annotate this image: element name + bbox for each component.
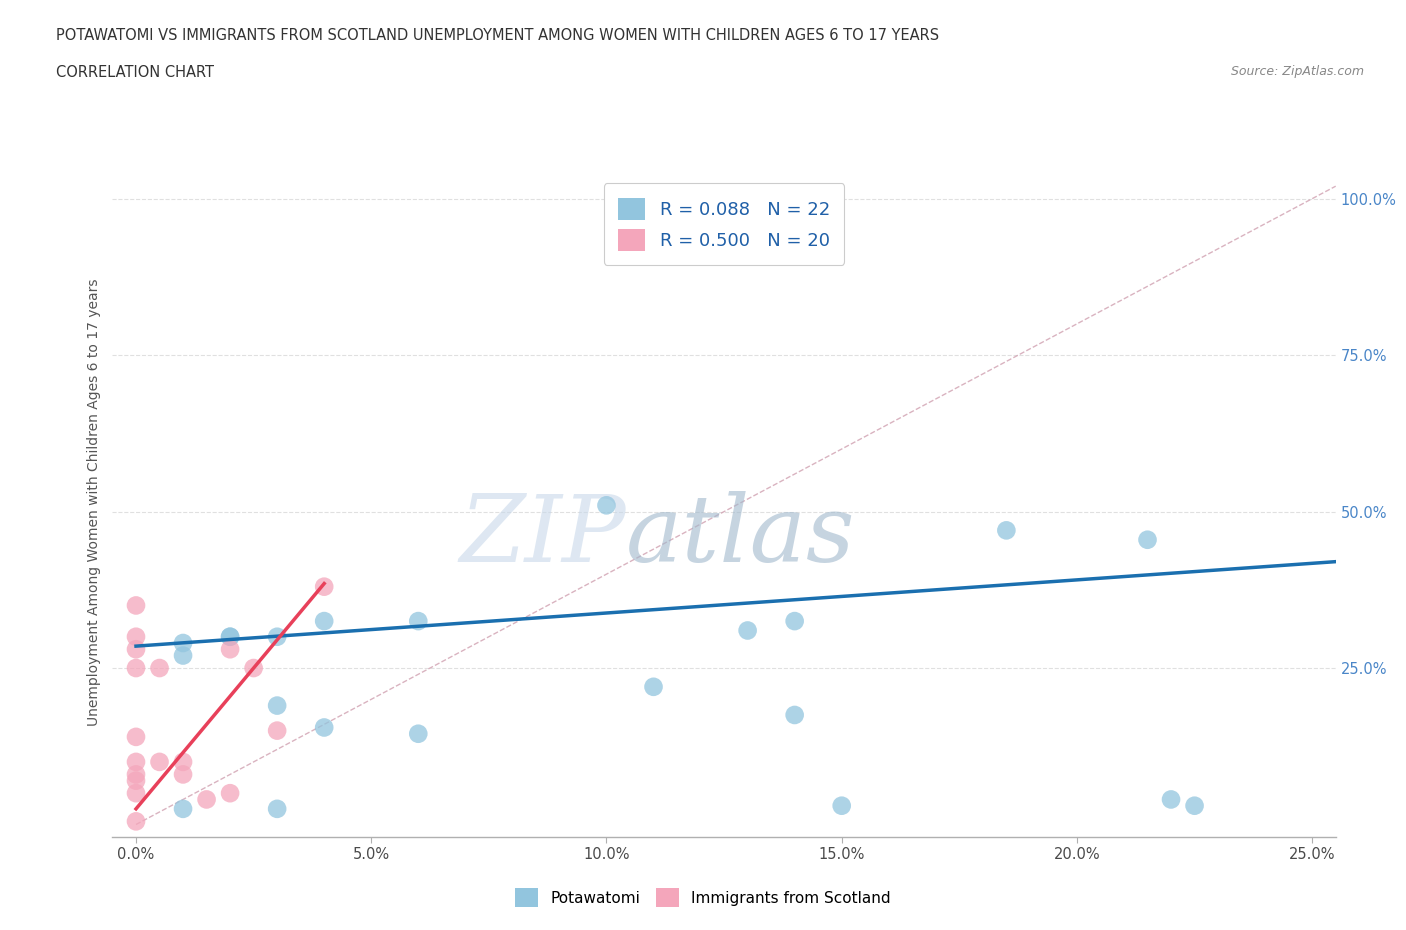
Legend: Potawatomi, Immigrants from Scotland: Potawatomi, Immigrants from Scotland xyxy=(509,883,897,913)
Point xyxy=(783,708,806,723)
Point xyxy=(125,598,148,613)
Point xyxy=(148,660,170,675)
Point xyxy=(1184,798,1206,813)
Point xyxy=(643,680,665,695)
Point xyxy=(125,754,148,769)
Point xyxy=(314,720,336,735)
Point xyxy=(125,814,148,829)
Point xyxy=(125,767,148,782)
Point xyxy=(148,754,170,769)
Text: POTAWATOMI VS IMMIGRANTS FROM SCOTLAND UNEMPLOYMENT AMONG WOMEN WITH CHILDREN AG: POTAWATOMI VS IMMIGRANTS FROM SCOTLAND U… xyxy=(56,28,939,43)
Point xyxy=(314,614,336,629)
Point xyxy=(125,786,148,801)
Point xyxy=(219,642,242,657)
Legend: R = 0.088   N = 22, R = 0.500   N = 20: R = 0.088 N = 22, R = 0.500 N = 20 xyxy=(603,183,845,265)
Point xyxy=(195,792,218,807)
Point xyxy=(242,660,264,675)
Point xyxy=(266,724,288,738)
Text: atlas: atlas xyxy=(626,491,856,580)
Point xyxy=(172,767,194,782)
Point xyxy=(125,660,148,675)
Point xyxy=(831,798,853,813)
Point xyxy=(783,614,806,629)
Point xyxy=(125,773,148,788)
Point xyxy=(1136,532,1159,547)
Point xyxy=(995,523,1018,538)
Point xyxy=(172,648,194,663)
Point xyxy=(266,698,288,713)
Point xyxy=(125,642,148,657)
Point xyxy=(172,635,194,650)
Point xyxy=(737,623,759,638)
Point xyxy=(266,630,288,644)
Text: CORRELATION CHART: CORRELATION CHART xyxy=(56,65,214,80)
Point xyxy=(595,498,617,512)
Point xyxy=(219,630,242,644)
Text: ZIP: ZIP xyxy=(460,491,626,580)
Point xyxy=(1160,792,1182,807)
Point xyxy=(314,579,336,594)
Text: Source: ZipAtlas.com: Source: ZipAtlas.com xyxy=(1230,65,1364,78)
Point xyxy=(219,786,242,801)
Point xyxy=(408,726,430,741)
Point xyxy=(219,630,242,644)
Point xyxy=(172,802,194,817)
Y-axis label: Unemployment Among Women with Children Ages 6 to 17 years: Unemployment Among Women with Children A… xyxy=(87,278,101,726)
Point xyxy=(125,729,148,744)
Point xyxy=(266,802,288,817)
Point xyxy=(408,614,430,629)
Point xyxy=(172,754,194,769)
Point xyxy=(125,630,148,644)
